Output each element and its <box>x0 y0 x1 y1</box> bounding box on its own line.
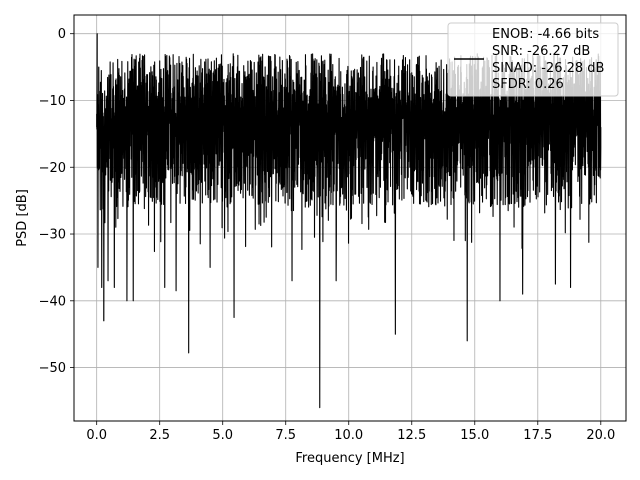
legend-sfdr: SFDR: 0.26 <box>492 77 564 92</box>
legend-snr: SNR: -26.27 dB <box>492 44 590 59</box>
y-tick-label: −30 <box>39 228 66 243</box>
y-tick-label: −10 <box>39 94 66 109</box>
psd-series-line <box>96 33 602 409</box>
ticks: 0.0 2.5 5.0 7.5 10.0 12.5 15.0 17.5 20.0 0 −10 −20 −… <box>39 27 616 443</box>
legend: ENOB: -4.66 bits SNR: -26.27 dB SINAD: -… <box>447 22 619 97</box>
x-axis-label: Frequency [MHz] <box>295 451 404 466</box>
x-tick-label: 17.5 <box>523 428 552 443</box>
y-tick-label: 0 <box>58 27 66 42</box>
legend-enob: ENOB: -4.66 bits <box>492 27 599 42</box>
psd-series <box>96 33 602 409</box>
x-tick-label: 10.0 <box>334 428 363 443</box>
plot-frame <box>73 14 627 422</box>
x-tick-label: 5.0 <box>212 428 233 443</box>
x-tick-label: 2.5 <box>149 428 170 443</box>
x-tick-label: 0.0 <box>86 428 107 443</box>
y-axis-label: PSD [dB] <box>15 189 30 247</box>
legend-sinad: SINAD: -26.28 dB <box>492 61 604 76</box>
x-tick-label: 15.0 <box>460 428 489 443</box>
x-tick-label: 20.0 <box>586 428 615 443</box>
y-tick-label: −50 <box>39 361 66 376</box>
x-tick-label: 7.5 <box>275 428 296 443</box>
x-tick-label: 12.5 <box>397 428 426 443</box>
y-tick-label: −40 <box>39 294 66 309</box>
y-tick-label: −20 <box>39 161 66 176</box>
legend-box <box>447 22 619 97</box>
